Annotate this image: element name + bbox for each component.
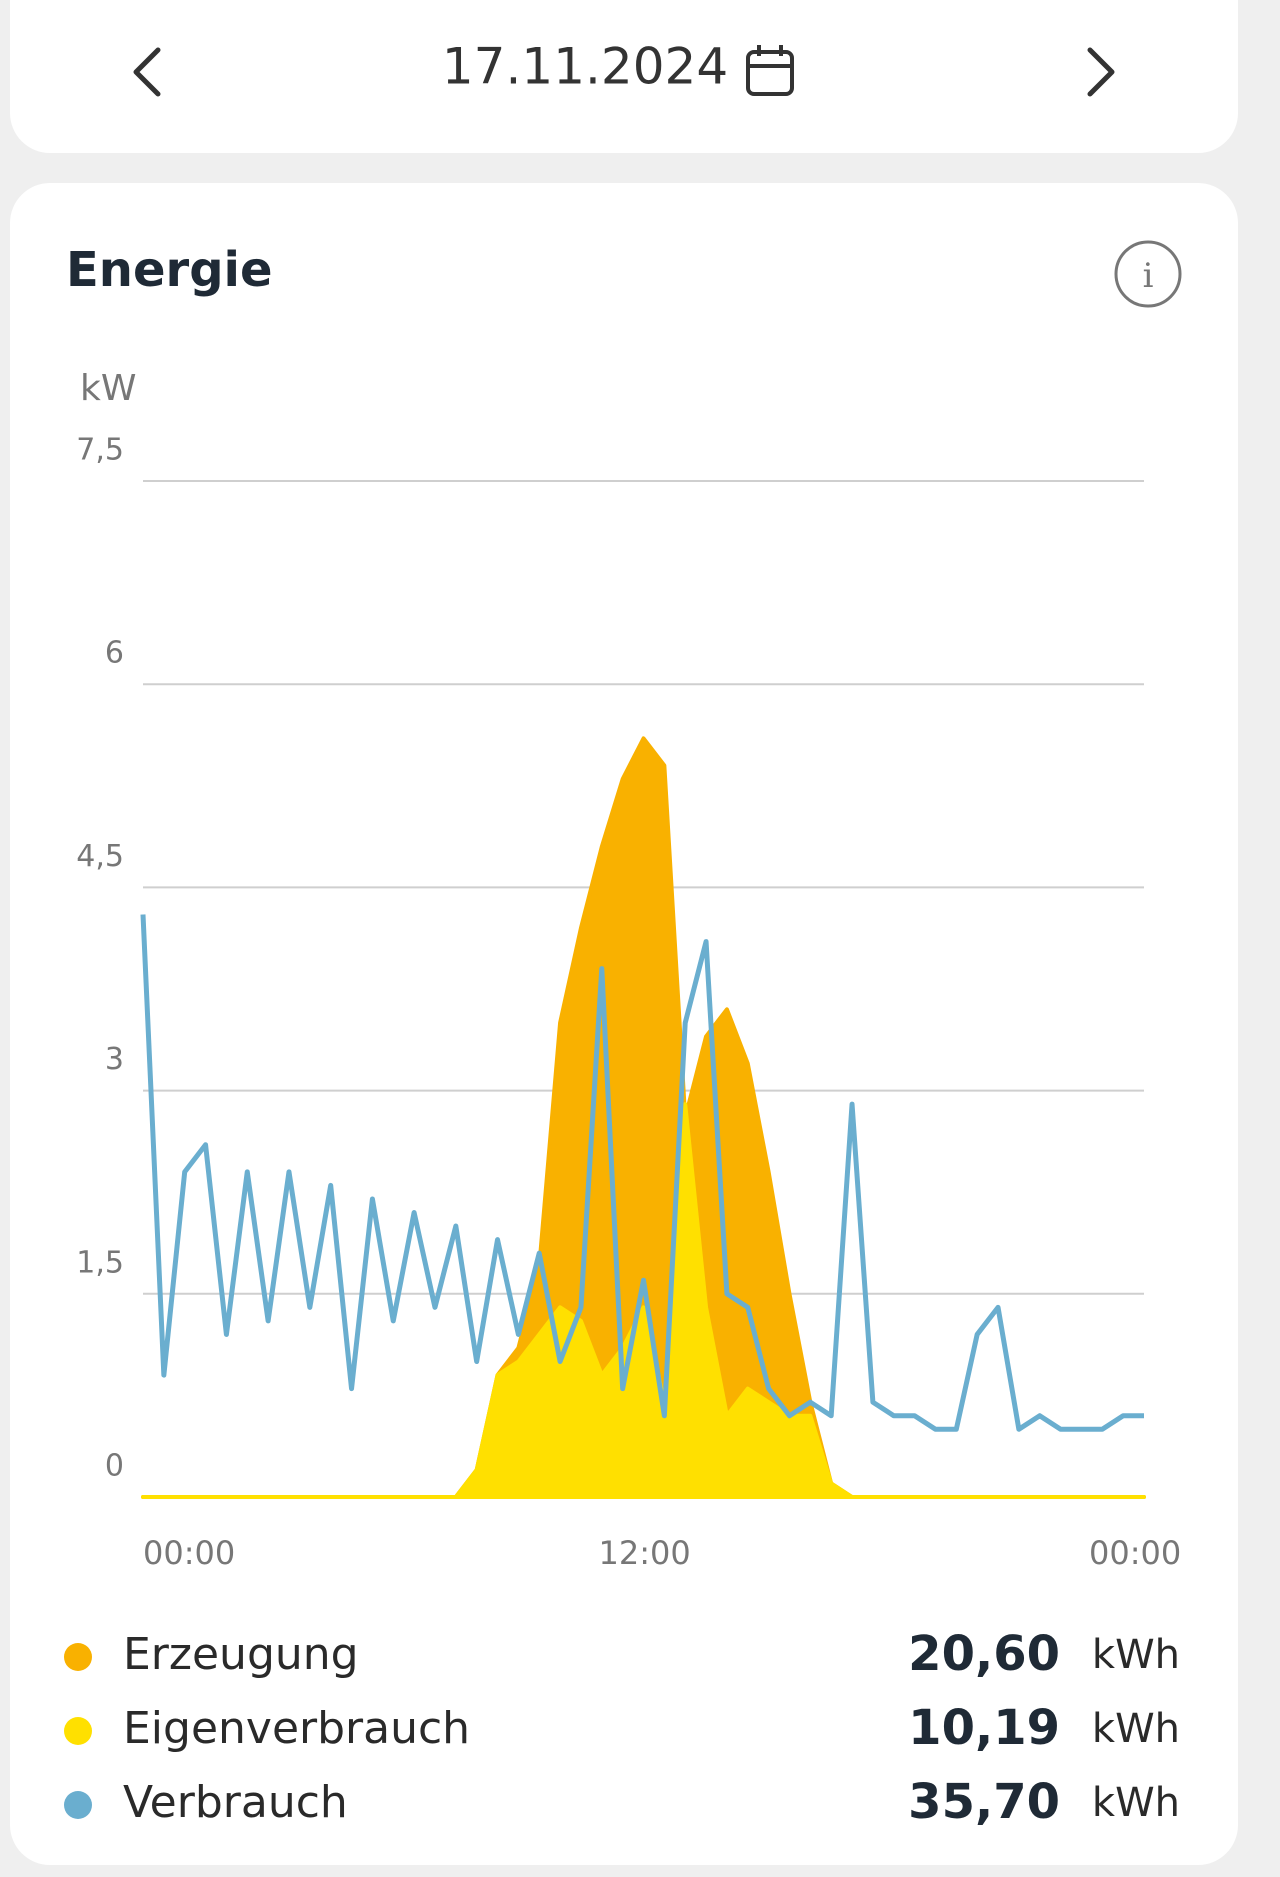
y-tick-label: 7,5 [76, 433, 124, 468]
line [140, 914, 1144, 1432]
legend-total: 35,70 [908, 1774, 1060, 1830]
x-tick-label: 12:00 [599, 1534, 691, 1572]
legend-unit: kWh [1092, 1632, 1180, 1678]
date: 17.11.2024 [442, 38, 728, 96]
y-tick-label: 4,5 [76, 839, 124, 874]
legend-total: 20,60 [908, 1626, 1060, 1682]
info-icon[interactable]: i [1114, 240, 1182, 308]
legend-name: Eigenverbrauch [123, 1703, 470, 1754]
legend-dot [64, 1717, 92, 1745]
y-tick-label: 6 [105, 636, 124, 671]
y-tick-label: 3 [105, 1042, 124, 1077]
x-tick-label: 00:00 [1089, 1534, 1181, 1572]
legend-dot [64, 1643, 92, 1671]
date-card [10, 0, 1238, 153]
legend-name: Verbrauch [123, 1777, 348, 1828]
y-tick-label: 0 [105, 1449, 124, 1484]
prev-button[interactable] [133, 47, 161, 97]
next-button[interactable] [1087, 47, 1115, 97]
y-tick-label: 1,5 [76, 1245, 124, 1280]
y-axis-label: kW [80, 368, 136, 409]
x-tick-label: 00:00 [143, 1534, 235, 1572]
svg-text:i: i [1143, 256, 1154, 296]
legend-unit: kWh [1092, 1706, 1180, 1752]
legend-dot [64, 1791, 92, 1819]
calendar-icon[interactable] [746, 45, 794, 96]
legend-name: Erzeugung [123, 1629, 359, 1680]
legend-total: 10,19 [908, 1700, 1060, 1756]
legend-unit: kWh [1092, 1780, 1180, 1826]
card-title: Energie [66, 242, 273, 298]
